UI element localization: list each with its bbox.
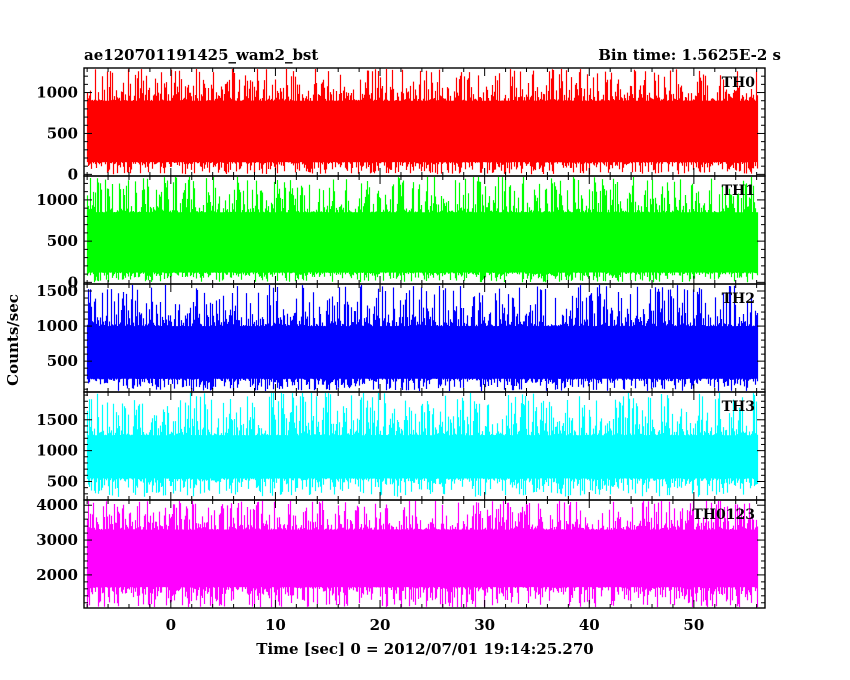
y-tick-label: 1500 [36,411,78,429]
x-axis-label: Time [sec] 0 = 2012/07/01 19:14:25.270 [256,640,593,658]
x-tick-label: 20 [370,616,391,634]
y-tick-label: 1000 [36,442,78,460]
series-th0123 [86,501,759,607]
panel-th2: 500 1000 1500 TH2 [36,282,766,393]
y-axis-label: Counts/sec [4,294,22,386]
series-label-th3: TH3 [722,399,755,415]
y-tick-label: 0 [68,165,78,183]
series-th0 [86,69,759,175]
y-tick-label: 1000 [36,84,78,102]
y-tick-label: 1000 [36,317,78,335]
x-tick-label: 50 [683,616,704,634]
series-label-th0: TH0 [722,75,756,91]
series-th3 [86,393,759,497]
y-tick-label: 3000 [36,531,78,549]
series-th1 [86,177,759,283]
x-tick-label: 10 [265,616,286,634]
series-label-th1: TH1 [722,183,755,199]
series-th2 [86,285,759,391]
panel-th3: 500 1000 1500 TH3 [36,391,766,501]
panel-th0123: 2000 3000 4000 TH0123 [36,496,766,609]
chart-title-left: ae120701191425_wam2_bst [84,46,318,64]
x-tick-label: 40 [579,616,600,634]
series-label-th2: TH2 [722,291,755,307]
x-tick-label: 30 [474,616,495,634]
panel-th1: 0 500 1000 TH1 [36,175,766,291]
y-tick-label: 1000 [36,191,78,209]
y-tick-label: 1500 [36,282,78,300]
x-tick-label: 0 [166,616,176,634]
series-label-th0123: TH0123 [692,507,755,523]
y-tick-label: 500 [47,472,78,490]
y-tick-label: 500 [47,352,78,370]
chart-title-right: Bin time: 1.5625E-2 s [598,46,781,64]
panel-th0: 0 500 1000 TH0 [36,67,766,183]
y-tick-label: 4000 [36,496,78,514]
y-tick-label: 2000 [36,566,78,584]
y-tick-label: 500 [47,232,78,250]
y-tick-label: 500 [47,124,78,142]
y-tick-label: 0 [68,273,78,291]
